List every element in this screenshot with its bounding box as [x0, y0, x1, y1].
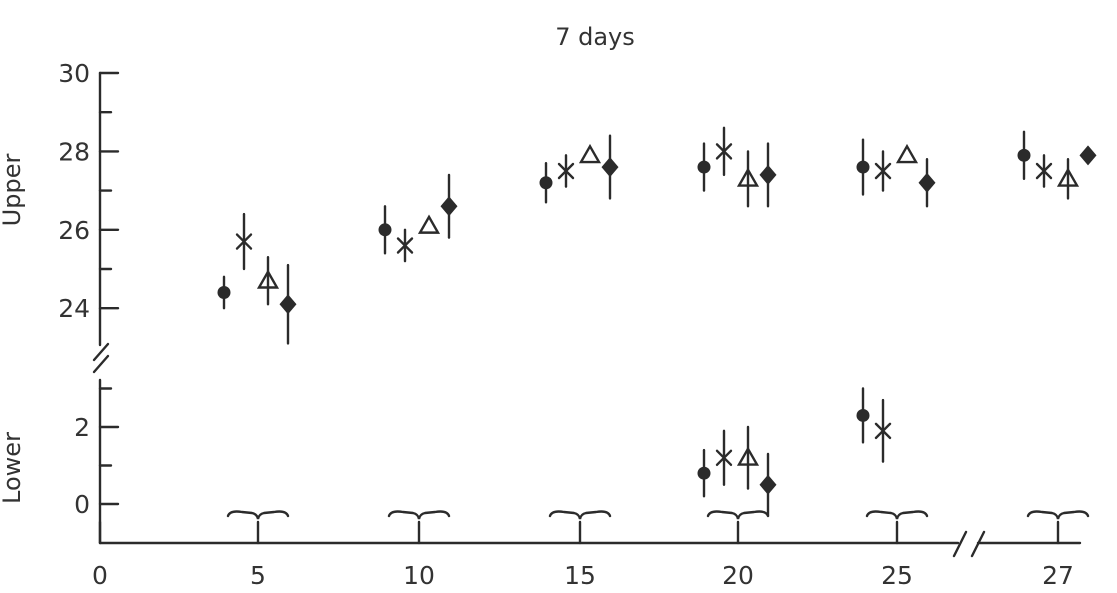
data-point-asterisk: [235, 233, 253, 250]
y-tick-label: 28: [58, 137, 90, 166]
data-point-circle: [697, 466, 711, 480]
axis-break-mark: [92, 354, 110, 374]
data-point-diamond: [759, 474, 777, 495]
data-point-circle: [539, 176, 553, 190]
data-point-triangle: [895, 143, 919, 164]
y-tick-label: 2: [74, 413, 90, 442]
x-tick-label: 27: [1042, 561, 1074, 590]
y-tick-label: 30: [58, 59, 90, 88]
group-brace: [226, 510, 290, 520]
data-point-triangle: [736, 167, 760, 187]
group-brace: [387, 510, 451, 520]
data-point-circle: [697, 160, 711, 174]
data-point-circle: [1017, 148, 1031, 162]
x-tick-label: 20: [722, 561, 754, 590]
group-brace: [1026, 510, 1090, 520]
y-tick-label: 26: [58, 216, 90, 245]
data-point-asterisk: [396, 237, 414, 254]
x-tick-label: 25: [881, 561, 913, 590]
data-point-asterisk: [715, 449, 733, 466]
group-brace: [548, 510, 612, 520]
group-brace: [706, 510, 770, 520]
axis-break-mark: [970, 530, 986, 558]
data-point-asterisk: [874, 422, 892, 440]
data-point-asterisk: [715, 143, 733, 160]
data-point-triangle: [736, 446, 760, 466]
y-label-upper: Upper: [0, 154, 26, 227]
data-point-circle: [217, 286, 231, 300]
y-tick-label: 24: [58, 294, 90, 323]
data-point-asterisk: [557, 162, 575, 180]
data-marks: [217, 126, 1097, 517]
x-tick-label: 10: [403, 561, 435, 590]
chart-title: 7 days: [555, 23, 635, 51]
data-point-diamond: [1079, 145, 1097, 166]
axes: 24 26 28 30 0 2 Upper Lower 0 5 10 15 20 25 27: [0, 59, 1082, 590]
group-brace: [865, 510, 929, 520]
data-point-diamond: [759, 164, 777, 185]
data-point-circle: [856, 160, 870, 174]
data-point-triangle: [256, 269, 280, 289]
group-braces: [226, 510, 1090, 520]
x-tick-label: 5: [250, 561, 266, 590]
data-point-asterisk: [874, 162, 892, 180]
data-point-circle: [378, 223, 392, 237]
data-point-asterisk: [1035, 162, 1053, 180]
data-point-diamond: [440, 196, 458, 217]
y-label-lower: Lower: [0, 432, 26, 504]
y-tick-label: 0: [74, 490, 90, 519]
axis-break-mark: [92, 342, 110, 362]
data-point-diamond: [601, 157, 619, 178]
data-point-circle: [856, 408, 870, 422]
x-tick-label: 0: [92, 561, 108, 590]
data-point-diamond: [918, 172, 936, 193]
x-tick-label: 15: [564, 561, 596, 590]
data-point-triangle: [578, 143, 602, 164]
data-point-triangle: [1056, 167, 1080, 187]
data-point-diamond: [279, 294, 297, 315]
data-point-triangle: [417, 214, 441, 234]
axis-break-mark: [952, 530, 968, 558]
